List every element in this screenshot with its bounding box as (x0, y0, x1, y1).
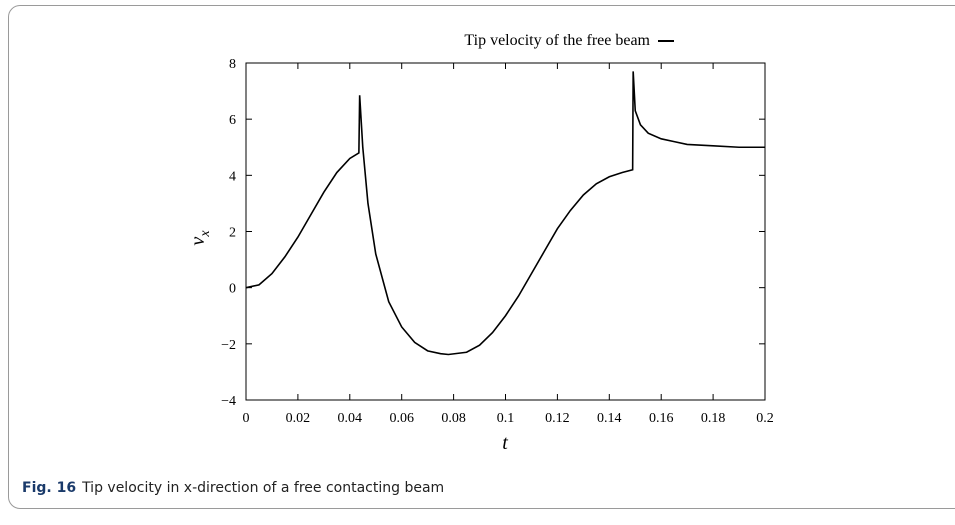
y-axis-label: vx (187, 230, 213, 246)
x-tick-label: 0.06 (389, 411, 414, 426)
y-tick-label: 4 (229, 169, 236, 184)
x-tick-label: 0.2 (756, 411, 774, 426)
y-axis-label-main: v (187, 237, 209, 246)
y-tick-label: 8 (229, 57, 236, 72)
figure-frame (8, 5, 955, 509)
y-tick-label: 2 (229, 226, 236, 241)
x-tick-label: 0.04 (338, 411, 363, 426)
caption: Fig. 16 Tip velocity in x-direction of a … (22, 480, 444, 496)
y-tick-label: 6 (229, 113, 236, 128)
x-axis-label: t (502, 432, 508, 454)
y-tick-label: −2 (221, 338, 236, 353)
y-tick-label: 0 (229, 282, 236, 297)
x-tick-label: 0 (243, 411, 250, 426)
x-tick-label: 0.1 (497, 411, 515, 426)
x-tick-label: 0.12 (545, 411, 570, 426)
caption-label: Fig. 16 (22, 480, 77, 496)
legend-label: Tip velocity of the free beam (464, 32, 650, 49)
x-tick-label: 0.18 (701, 411, 726, 426)
y-axis-label-sub: x (198, 230, 213, 238)
x-tick-label: 0.14 (597, 411, 622, 426)
line (245, 71, 765, 356)
x-tick-label: 0.08 (441, 411, 466, 426)
y-tick-label: −4 (221, 394, 236, 409)
x-tick-label: 0.02 (286, 411, 311, 426)
plot-frame (245, 62, 766, 401)
caption-text: Tip velocity in x-direction of a free co… (82, 480, 445, 496)
x-tick-label: 0.16 (649, 411, 674, 426)
